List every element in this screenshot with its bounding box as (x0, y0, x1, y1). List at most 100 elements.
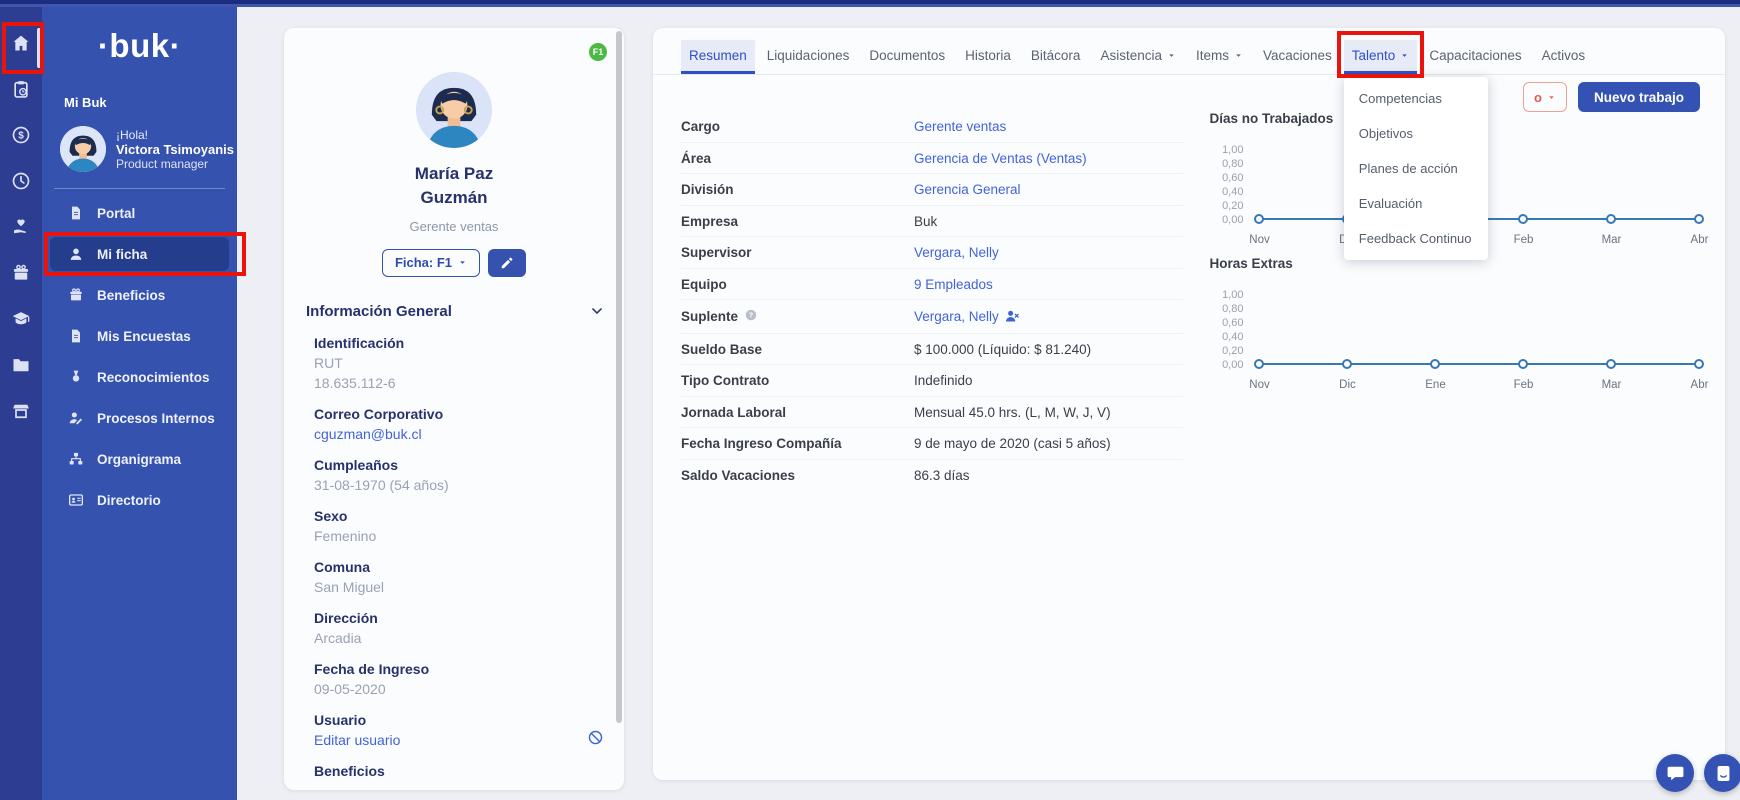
profile-fields: Identificación RUT 18.635.112-6 Correo Corp… (314, 335, 604, 779)
sidebar-item-beneficios[interactable]: Beneficios (50, 278, 229, 312)
home-icon[interactable] (2, 22, 44, 74)
profile-card: F1 María Paz Guzmán Gerente ventas Ficha… (284, 28, 624, 790)
user-icon (68, 246, 84, 262)
recognition-hand-heart-icon[interactable] (11, 217, 31, 237)
sidebar-section-label: Mi Buk (64, 95, 107, 110)
info-row-value-link[interactable]: Gerencia de Ventas (Ventas) (914, 150, 1087, 166)
info-row-value: Mensual 45.0 hrs. (L, M, W, J, V) (914, 404, 1111, 420)
info-row-division: División Gerencia General (681, 174, 1184, 206)
talento-menu-item[interactable]: Feedback Continuo (1358, 231, 1472, 246)
tab-items[interactable]: Items (1188, 40, 1251, 74)
sidebar-item-organigrama[interactable]: Organigrama (50, 442, 229, 476)
x-tick-label: Feb (1513, 379, 1534, 391)
new-job-button[interactable]: Nuevo trabajo (1577, 82, 1700, 112)
y-tick-label: 1,00 (1222, 143, 1244, 156)
sidebar-item-label: Beneficios (97, 287, 166, 303)
profile-field-fecha-de-ingreso: Fecha de Ingreso 09-05-2020 (314, 661, 604, 697)
field-value-link[interactable]: cguzman@buk.cl (314, 425, 422, 442)
tab-label: Vacaciones (1262, 48, 1332, 63)
sidebar-item-directorio[interactable]: Directorio (50, 483, 229, 517)
documents-folder-icon[interactable] (11, 355, 31, 375)
chat-fab-button[interactable] (1656, 754, 1694, 792)
field-value: RUT (314, 354, 343, 371)
benefits-gift-icon[interactable] (11, 263, 31, 283)
info-row-area: Área Gerencia de Ventas (Ventas) (681, 143, 1184, 174)
tab-bitacora[interactable]: Bitácora (1023, 40, 1089, 74)
edit-profile-button[interactable] (488, 248, 527, 277)
profile-field-cumpleanos: Cumpleaños 31-08-1970 (54 años) (314, 457, 604, 493)
tab-capacitaciones[interactable]: Capacitaciones (1421, 40, 1529, 74)
y-tick-label: 0,80 (1222, 302, 1244, 315)
talento-menu-item[interactable]: Evaluación (1358, 196, 1423, 211)
info-row-empresa: Empresa Buk (681, 206, 1184, 237)
sidebar-item-portal[interactable]: Portal (50, 196, 229, 230)
training-cap-icon[interactable] (11, 309, 31, 329)
talento-menu-item[interactable]: Competencias (1358, 91, 1442, 106)
sidebar-item-label: Mi ficha (97, 246, 148, 262)
info-row-value: Indefinido (914, 373, 973, 388)
info-row-sueldo-base: Sueldo Base $ 100.000 (Líquido: $ 81.240) (681, 334, 1184, 365)
sidebar-divider (54, 188, 225, 189)
tab-vacaciones[interactable]: Vacaciones (1255, 40, 1340, 74)
tab-activos[interactable]: Activos (1534, 40, 1594, 74)
partially-hidden-action-button[interactable]: o (1523, 82, 1567, 112)
buk-logo: ·buk· (97, 27, 182, 64)
sidebar-item-mis-encuestas[interactable]: Mis Encuestas (50, 319, 229, 353)
orgchart-icon (68, 451, 84, 467)
info-row-value-link[interactable]: Gerente ventas (914, 119, 1007, 134)
chart-x-axis: Nov Dic Ene Feb Mar Abr (1249, 377, 1708, 391)
tab-label: Historia (965, 48, 1011, 63)
info-row-value-link[interactable]: Vergara, Nelly (914, 309, 1020, 324)
tab-talento[interactable]: Talento Competencias Objetivos Planes de ac… (1336, 31, 1488, 260)
info-row-value-link[interactable]: 9 Empleados (914, 276, 993, 292)
sidebar-item-label: Procesos Internos (97, 410, 215, 426)
summary-table: Cargo Gerente ventas Área Gerencia de Venta… (681, 111, 1184, 490)
help-widget-fab-button[interactable] (1704, 754, 1740, 792)
tab-label: Asistencia (1100, 48, 1162, 63)
payments-dollar-icon[interactable]: $ (11, 125, 31, 145)
tab-liquidaciones[interactable]: Liquidaciones (759, 40, 858, 74)
x-tick-label: Nov (1249, 234, 1270, 246)
field-value-link[interactable]: Editar usuario (314, 731, 401, 748)
time-clock-icon[interactable] (11, 171, 31, 191)
chart-title: Días no Trabajados (1209, 111, 1334, 126)
info-row-supervisor: Supervisor Vergara, Nelly (681, 237, 1184, 269)
x-tick-label: Nov (1249, 379, 1270, 391)
talento-menu-item[interactable]: Objetivos (1358, 126, 1413, 141)
tab-resumen[interactable]: Resumen (681, 40, 755, 74)
info-row-fecha-ingreso-compania: Fecha Ingreso Compañía 9 de mayo de 2020 … (681, 428, 1184, 460)
info-row-label: Saldo Vacaciones (681, 467, 796, 483)
y-tick-label: 0,60 (1222, 316, 1244, 329)
y-tick-label: 0,00 (1222, 358, 1244, 371)
tab-historia[interactable]: Historia (957, 40, 1019, 74)
talento-menu-item[interactable]: Planes de acción (1358, 161, 1458, 176)
info-row-label: Empresa (681, 213, 739, 229)
sidebar-item-label: Mis Encuestas (97, 328, 191, 344)
info-row-label: Suplente? (681, 308, 914, 325)
rail-scrollbar-thumb[interactable] (37, 28, 41, 68)
info-general-header[interactable]: Información General (306, 303, 604, 320)
tab-documentos[interactable]: Documentos (861, 40, 953, 74)
sidebar-item-mi-ficha[interactable]: Mi ficha (44, 232, 246, 276)
sidebar-item-reconocimientos[interactable]: Reconocimientos (50, 360, 229, 394)
sidebar-user-block[interactable]: ¡Hola! Victora Tsimoyanis Product manage… (60, 126, 237, 172)
info-row-label: Fecha Ingreso Compañía (681, 436, 842, 451)
gift-icon (68, 287, 84, 303)
info-row-label: Sueldo Base (681, 341, 763, 357)
info-row-label: Jornada Laboral (681, 404, 787, 420)
tasks-clipboard-icon[interactable] (11, 79, 31, 99)
info-row-value: $ 100.000 (Líquido: $ 81.240) (914, 341, 1092, 357)
info-row-value-link[interactable]: Gerencia General (914, 182, 1021, 197)
card-scrollbar-thumb[interactable] (616, 31, 622, 723)
caret-down-icon (460, 261, 465, 264)
field-label: Comuna (314, 558, 370, 575)
tab-label: Activos (1541, 48, 1586, 63)
sidebar-item-procesos-internos[interactable]: Procesos Internos (50, 401, 229, 435)
profile-field-comuna: Comuna San Miguel (314, 559, 604, 595)
tab-asistencia[interactable]: Asistencia (1092, 40, 1184, 74)
ficha-select-button[interactable]: Ficha: F1 (381, 248, 481, 277)
info-row-value-link[interactable]: Vergara, Nelly (914, 245, 999, 260)
y-tick-label: 1,00 (1222, 288, 1244, 301)
profile-field-identificacion: Identificación RUT 18.635.112-6 (314, 335, 604, 391)
kiosk-icon[interactable] (11, 401, 31, 421)
